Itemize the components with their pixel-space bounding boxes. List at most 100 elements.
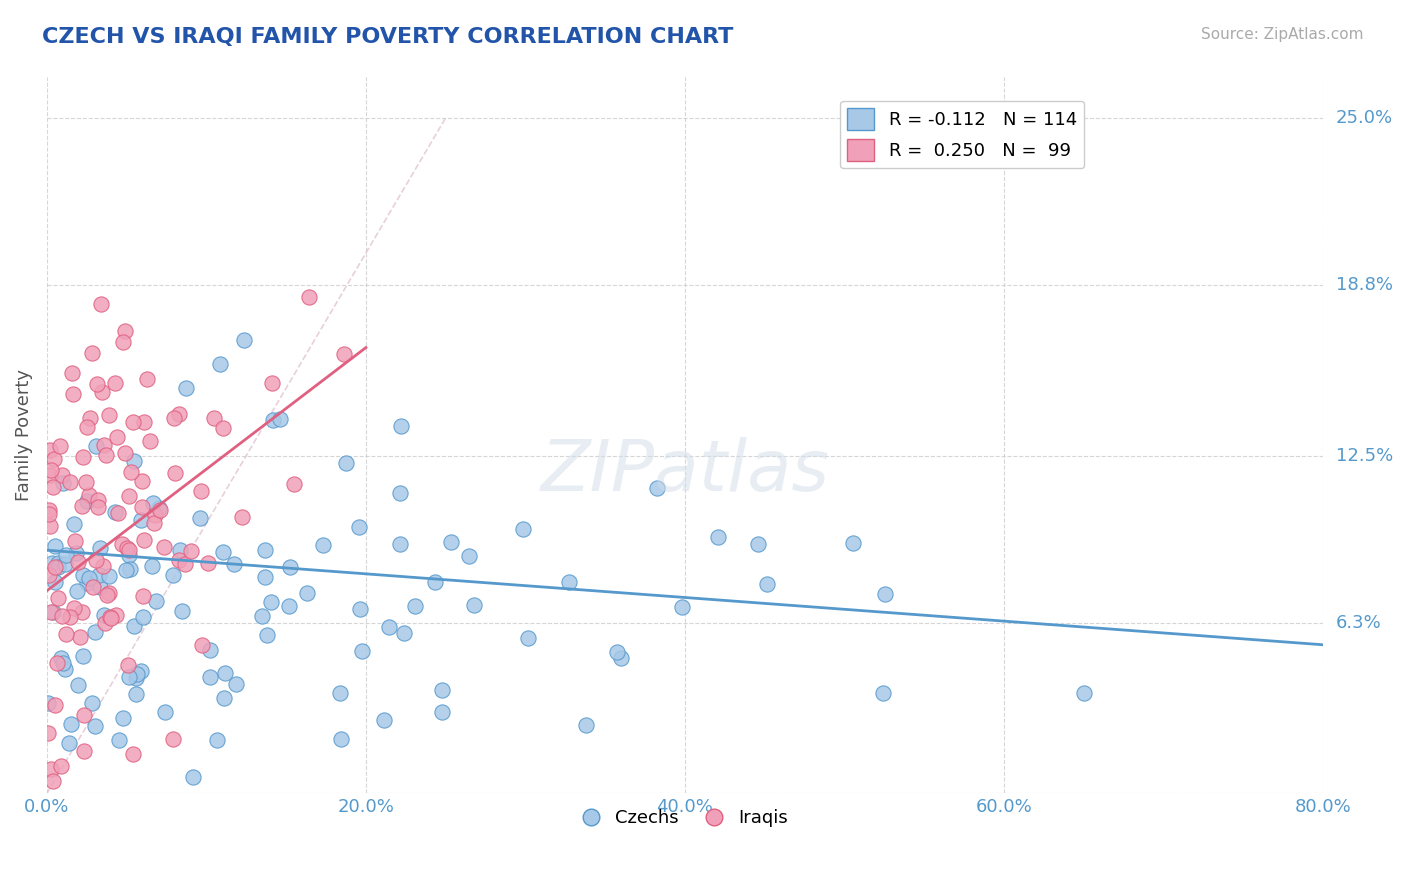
Point [118,562,141,576]
Point [283,477,305,491]
Point [118,549,141,563]
Point [96,588,118,602]
Point [66,555,89,569]
Point [87,568,110,582]
Point [125,671,148,685]
Point [143,508,166,522]
Point [72,605,94,619]
Point [38,443,60,458]
Point [169,553,191,567]
Point [311,538,333,552]
Point [77,488,100,502]
Point [93,438,115,452]
Point [269,412,291,426]
Point [122,454,145,468]
Point [65,546,87,560]
Point [59,610,82,624]
Point [114,445,136,459]
Point [72,568,94,582]
Point [181,770,204,784]
Point [55,626,77,640]
Point [120,465,142,479]
Point [111,711,134,725]
Point [430,705,453,719]
Point [142,496,165,510]
Point [254,542,277,557]
Point [39,606,62,620]
Point [105,430,128,444]
Text: 12.5%: 12.5% [1336,447,1393,465]
Point [148,500,170,515]
Point [97,409,120,423]
Point [76,493,98,508]
Point [49,439,72,453]
Point [872,686,894,700]
Point [73,744,96,758]
Point [349,520,371,534]
Point [62,387,84,401]
Point [39,463,62,477]
Point [98,569,121,583]
Point [58,475,80,490]
Point [46,559,69,574]
Point [135,372,157,386]
Point [104,505,127,519]
Point [118,489,141,503]
Point [91,385,114,400]
Text: CZECH VS IRAQI FAMILY POVERTY CORRELATION CHART: CZECH VS IRAQI FAMILY POVERTY CORRELATIO… [42,27,734,46]
Point [200,642,222,657]
Point [260,376,283,390]
Point [82,346,104,360]
Point [60,717,83,731]
Point [83,719,105,733]
Point [139,434,162,449]
Point [330,732,353,747]
Point [51,468,73,483]
Point [86,377,108,392]
Point [756,577,779,591]
Point [55,548,77,562]
Point [278,559,301,574]
Point [122,619,145,633]
Point [162,567,184,582]
Point [188,510,211,524]
Point [253,569,276,583]
Point [73,708,96,723]
Point [458,549,481,563]
Point [104,376,127,390]
Point [49,758,72,772]
Point [42,605,65,619]
Point [162,731,184,746]
Point [180,543,202,558]
Point [190,484,212,499]
Point [51,650,73,665]
Point [197,556,219,570]
Point [169,542,191,557]
Point [517,631,540,645]
Point [610,650,633,665]
Point [432,683,454,698]
Point [63,517,86,532]
Point [329,686,352,700]
Point [122,747,145,761]
Point [84,439,107,453]
Point [44,539,66,553]
Point [39,762,62,776]
Point [145,594,167,608]
Point [72,649,94,664]
Point [349,601,371,615]
Point [350,644,373,658]
Point [129,513,152,527]
Point [52,476,75,491]
Point [89,580,111,594]
Point [1073,686,1095,700]
Point [45,657,67,671]
Point [118,542,141,557]
Point [335,457,357,471]
Point [60,366,83,380]
Point [141,559,163,574]
Point [70,499,93,513]
Point [671,599,693,614]
Point [440,535,463,549]
Point [37,726,59,740]
